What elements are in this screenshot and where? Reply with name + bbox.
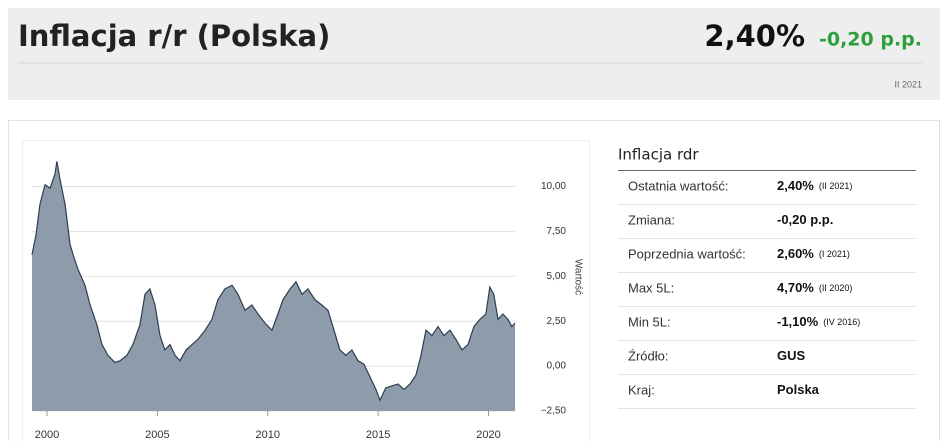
row-label: Min 5L:: [628, 314, 671, 329]
y-tick-label: 10,00: [541, 181, 566, 192]
chart: −2,50 0,00 2,50 5,00 7,50 10,00 Wartość 2000 200…: [31, 161, 583, 441]
value: Polska: [777, 382, 820, 397]
table-title: Inflacja rdr: [618, 146, 699, 164]
value: 2,40%: [777, 178, 814, 193]
row-value: -1,10% (IV 2016): [777, 314, 860, 329]
header-box: [8, 8, 940, 100]
y-tick-label: 0,00: [547, 361, 567, 372]
y-tick-label: −2,50: [541, 406, 567, 417]
row-label: Poprzednia wartość:: [628, 246, 746, 261]
row-value: 2,60% (I 2021): [777, 246, 850, 261]
row-value: 4,70% (II 2020): [777, 280, 852, 295]
y-tick-label: 2,50: [547, 316, 567, 327]
x-tick-label: 2015: [366, 429, 390, 441]
y-axis-title: Wartość: [572, 259, 583, 295]
row-label: Max 5L:: [628, 280, 674, 295]
y-tick-label: 7,50: [547, 226, 567, 237]
value: -1,10%: [777, 314, 819, 329]
note: (II 2021): [819, 181, 853, 191]
row-label: Zmiana:: [628, 212, 675, 227]
period: II 2021: [894, 79, 922, 89]
change-value: -0,20 p.p.: [819, 29, 922, 51]
note: (I 2021): [819, 249, 850, 259]
note: (IV 2016): [823, 317, 860, 327]
x-tick-label: 2005: [145, 429, 169, 441]
value: -0,20 p.p.: [777, 212, 833, 227]
line: [31, 161, 516, 402]
x-tick-label: 2000: [35, 429, 59, 441]
y-tick-label: 5,00: [547, 271, 567, 282]
row-label: Źródło:: [628, 348, 668, 363]
row-label: Kraj:: [628, 382, 655, 397]
value: 2,60%: [777, 246, 814, 261]
row-value: GUS: [777, 348, 806, 363]
row-label: Ostatnia wartość:: [628, 178, 728, 193]
row-value: 2,40% (II 2021): [777, 178, 852, 193]
page-title: Inflacja r/r (Polska): [18, 19, 330, 53]
x-tick-label: 2020: [476, 429, 500, 441]
note: (II 2020): [819, 283, 853, 293]
table: Ostatnia wartość: 2,40% (II 2021) Zmiana: -0…: [618, 178, 916, 409]
current-value: 2,40%: [704, 19, 805, 53]
area: [32, 161, 515, 411]
row-value: -0,20 p.p.: [777, 212, 833, 227]
value: GUS: [777, 348, 806, 363]
row-value: Polska: [777, 382, 820, 397]
value: 4,70%: [777, 280, 814, 295]
x-tick-label: 2010: [256, 429, 280, 441]
